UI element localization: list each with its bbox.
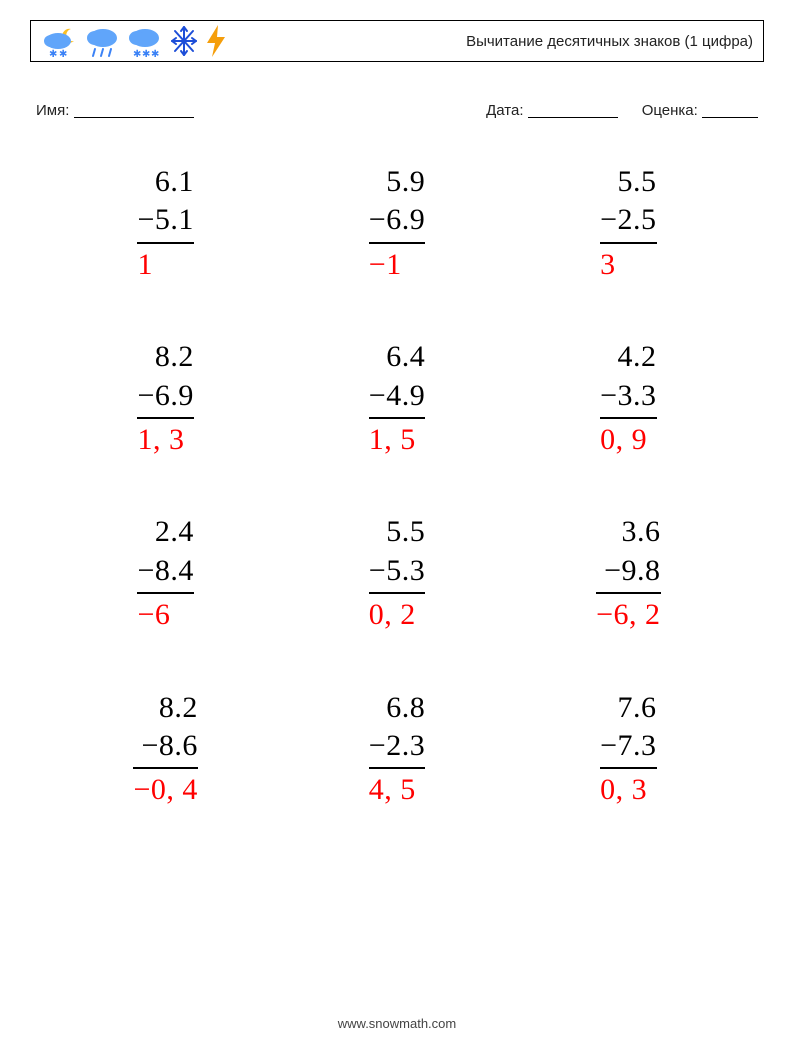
subtrahend: −8.4 [137,552,193,594]
subtrahend: −2.3 [369,727,425,769]
footer-url: www.snowmath.com [0,1016,794,1031]
answer: 1 [137,246,193,284]
problem-stack: 5.9−6.9−1 [369,163,425,284]
problem-stack: 6.1−5.11 [137,163,193,284]
minuend: 6.8 [369,689,425,727]
problem: 8.2−6.91, 3 [60,338,271,459]
problem-stack: 8.2−6.91, 3 [137,338,193,459]
problem: 6.1−5.11 [60,163,271,284]
problem: 7.6−7.30, 3 [523,689,734,810]
subtrahend: −8.6 [133,727,197,769]
answer: 1, 5 [369,421,425,459]
subtrahend: −4.9 [369,377,425,419]
minuend: 8.2 [137,338,193,376]
answer: −6 [137,596,193,634]
header-bar: ✱ ✱ ✱ ✱ ✱ [30,20,764,62]
name-underline [74,103,194,118]
minuend: 5.5 [600,163,656,201]
score-underline [702,103,758,118]
date-underline [528,103,618,118]
problem: 5.5−2.53 [523,163,734,284]
minuend: 8.2 [133,689,197,727]
subtrahend: −5.1 [137,201,193,243]
score-label: Оценка: [642,102,698,119]
answer: 3 [600,246,656,284]
problem: 6.8−2.34, 5 [291,689,502,810]
subtrahend: −6.9 [137,377,193,419]
answer: 0, 9 [600,421,656,459]
subtrahend: −2.5 [600,201,656,243]
problem-stack: 6.8−2.34, 5 [369,689,425,810]
cloud-snow-icon: ✱ ✱ ✱ [125,23,165,59]
answer: 4, 5 [369,771,425,809]
problem-stack: 6.4−4.91, 5 [369,338,425,459]
problem: 3.6−9.8−6, 2 [523,513,734,634]
answer: −0, 4 [133,771,197,809]
problem: 4.2−3.30, 9 [523,338,734,459]
answer: 0, 3 [600,771,656,809]
minuend: 5.9 [369,163,425,201]
score-field: Оценка: [642,100,758,119]
problem-stack: 4.2−3.30, 9 [600,338,656,459]
meta-row: Имя: Дата: Оценка: [30,100,764,119]
svg-text:✱: ✱ [49,49,57,59]
svg-text:✱: ✱ [133,49,141,59]
answer: 0, 2 [369,596,425,634]
minuend: 6.1 [137,163,193,201]
cloud-moon-snow-icon: ✱ ✱ [41,23,81,59]
date-label: Дата: [486,102,523,119]
minuend: 6.4 [369,338,425,376]
minuend: 2.4 [137,513,193,551]
svg-text:✱: ✱ [59,49,67,59]
problem-stack: 5.5−5.30, 2 [369,513,425,634]
subtrahend: −7.3 [600,727,656,769]
answer: −6, 2 [596,596,660,634]
problem: 5.9−6.9−1 [291,163,502,284]
problem: 8.2−8.6−0, 4 [60,689,271,810]
answer: 1, 3 [137,421,193,459]
minuend: 4.2 [600,338,656,376]
subtrahend: −3.3 [600,377,656,419]
minuend: 5.5 [369,513,425,551]
svg-text:✱: ✱ [151,49,159,59]
svg-text:✱: ✱ [142,49,150,59]
problem: 5.5−5.30, 2 [291,513,502,634]
snowflake-icon [167,23,201,59]
cloud-rain-icon [83,23,123,59]
weather-icons: ✱ ✱ ✱ ✱ ✱ [41,23,229,59]
minuend: 3.6 [596,513,660,551]
subtrahend: −9.8 [596,552,660,594]
worksheet-page: ✱ ✱ ✱ ✱ ✱ [0,0,794,1053]
answer: −1 [369,246,425,284]
worksheet-title: Вычитание десятичных знаков (1 цифра) [466,33,753,50]
name-label: Имя: [36,102,69,119]
subtrahend: −5.3 [369,552,425,594]
problem-stack: 3.6−9.8−6, 2 [596,513,660,634]
problem-stack: 7.6−7.30, 3 [600,689,656,810]
problems-grid: 6.1−5.115.9−6.9−15.5−2.538.2−6.91, 36.4−… [30,163,764,810]
problem: 2.4−8.4−6 [60,513,271,634]
name-field: Имя: [36,100,194,119]
minuend: 7.6 [600,689,656,727]
problem-stack: 2.4−8.4−6 [137,513,193,634]
problem: 6.4−4.91, 5 [291,338,502,459]
subtrahend: −6.9 [369,201,425,243]
date-field: Дата: [486,100,618,119]
lightning-icon [203,23,229,59]
problem-stack: 8.2−8.6−0, 4 [133,689,197,810]
problem-stack: 5.5−2.53 [600,163,656,284]
